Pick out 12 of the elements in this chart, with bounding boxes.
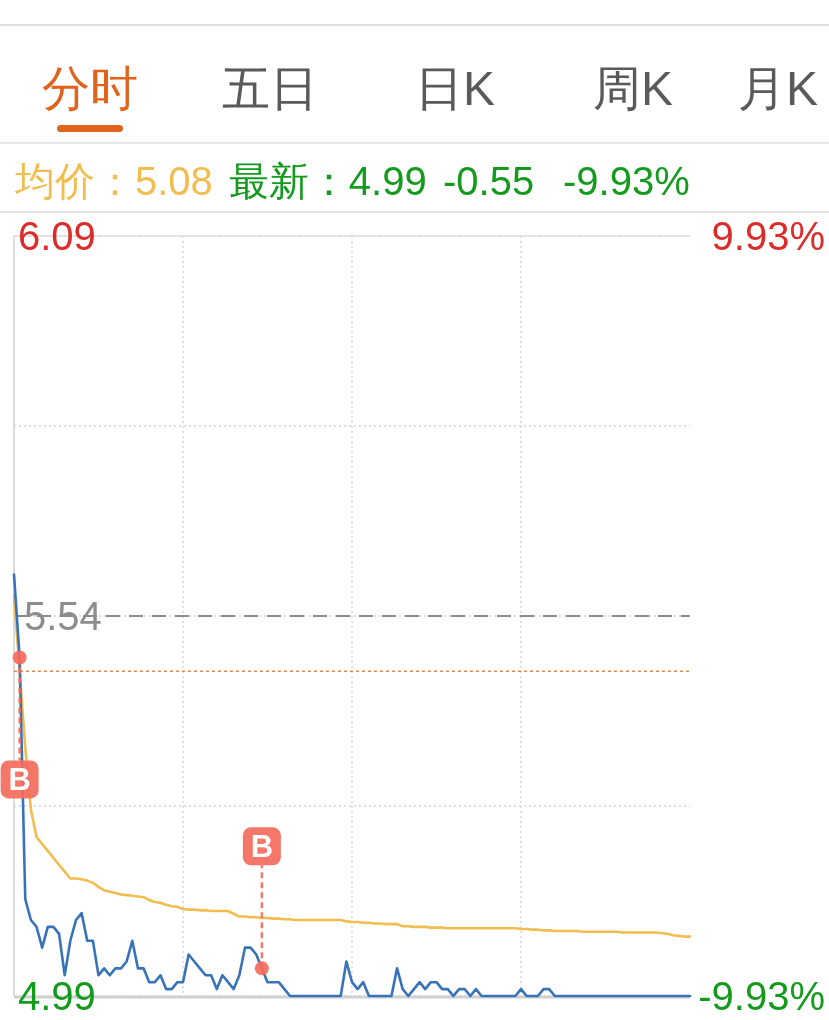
tab-label: 日K: [415, 62, 495, 115]
title: 分时: [42, 62, 138, 115]
y2-tick-label: -9.93%: [698, 974, 825, 1018]
quote-header: 均价：5.08 最新：4.99 -0.55 -9.93%: [15, 159, 690, 203]
y-tick-label: 4.99: [18, 974, 96, 1018]
tab-label: 周K: [593, 62, 673, 115]
data-label: B: [250, 829, 274, 865]
y-tick-label: 6.09: [18, 214, 96, 258]
data-label: B: [8, 762, 31, 798]
tab-label: 五日: [222, 62, 318, 115]
y2-tick-label: 9.93%: [711, 214, 825, 258]
tab-label: 月K: [738, 62, 818, 115]
